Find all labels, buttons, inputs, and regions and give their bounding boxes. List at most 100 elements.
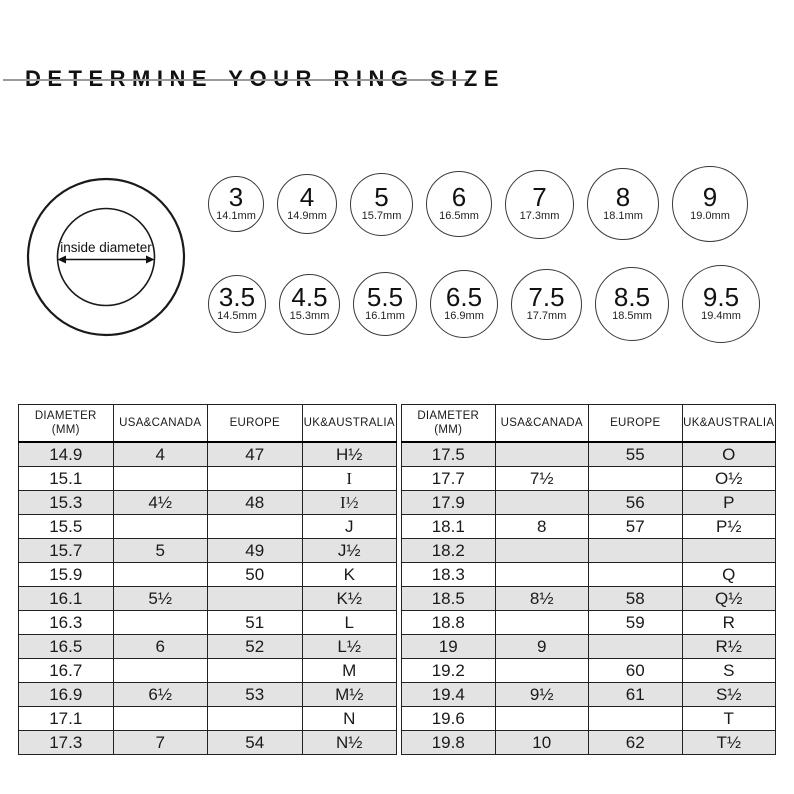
table-cell: 53 xyxy=(207,682,303,707)
table-cell: 18.3 xyxy=(401,562,496,587)
table-row: 17.3 7 54 N½ xyxy=(18,730,397,755)
size-circle-7.5: 7.5 17.7mm xyxy=(511,268,582,340)
table-cell: N½ xyxy=(301,730,397,755)
table-cell xyxy=(588,466,683,491)
title-underline xyxy=(3,79,468,81)
table-cell: K xyxy=(301,562,397,587)
size-circle-4.5: 4.5 15.3mm xyxy=(279,273,340,335)
table-cell: 8 xyxy=(494,514,589,539)
table-row: 19.2 60 S xyxy=(401,658,776,683)
table-row: 18.1 8 57 P½ xyxy=(401,514,776,539)
table-cell: 16.1 xyxy=(18,586,114,611)
size-circle-5.5: 5.5 16.1mm xyxy=(353,272,417,336)
us-size-label: 3 xyxy=(228,182,244,212)
table-cell xyxy=(494,562,589,587)
inside-diameter-label: inside diameter xyxy=(60,240,152,255)
table-cell: M½ xyxy=(301,682,397,707)
us-size-label: 4.5 xyxy=(291,282,328,312)
table-cell xyxy=(207,466,303,491)
table-cell xyxy=(112,466,208,491)
table-cell xyxy=(207,706,303,731)
us-size-label: 8 xyxy=(615,182,631,212)
table-cell: 59 xyxy=(588,610,683,635)
table-cell: 15.7 xyxy=(18,538,114,563)
table-row: 16.3 51 L xyxy=(18,610,397,635)
table-cell xyxy=(588,634,683,659)
column-header: DIAMETER (MM) xyxy=(18,404,114,443)
size-circles-row-half: 3.5 14.5mm 4.5 15.3mm 5.5 16.1mm 6.5 16.9mm 7.5 1… xyxy=(208,262,760,346)
table-cell: 62 xyxy=(588,730,683,755)
us-size-label: 9 xyxy=(702,182,718,212)
table-cell: 15.5 xyxy=(18,514,114,539)
size-circle-3.5: 3.5 14.5mm xyxy=(208,275,266,333)
table-cell: 5 xyxy=(112,538,208,563)
table-cell: Q½ xyxy=(681,586,776,611)
table-cell xyxy=(588,562,683,587)
table-row: 16.7 M xyxy=(18,658,397,683)
table-cell xyxy=(494,658,589,683)
table-cell: 50 xyxy=(207,562,303,587)
us-size-label: 4 xyxy=(299,182,315,212)
table-cell: Q xyxy=(681,562,776,587)
size-circles-row-whole: 3 14.1mm 4 14.9mm 5 15.7mm 6 16.5mm 7 17.3mm 8 18.1… xyxy=(208,164,748,244)
table-cell: 18.8 xyxy=(401,610,496,635)
table-cell xyxy=(588,538,683,563)
table-cell: I½ xyxy=(301,490,397,515)
table-row: 18.8 59 R xyxy=(401,610,776,635)
table-cell: 8½ xyxy=(494,586,589,611)
diameter-mm-label: 17.7mm xyxy=(526,310,567,322)
table-cell xyxy=(112,610,208,635)
table-row: 17.5 55 O xyxy=(401,441,776,467)
table-cell: 16.5 xyxy=(18,634,114,659)
column-header: UK&AUSTRALIA xyxy=(681,404,776,443)
table-cell: 16.7 xyxy=(18,658,114,683)
table-cell: I xyxy=(301,466,397,491)
table-row: 19.4 9½ 61 S½ xyxy=(401,682,776,707)
table-cell: 49 xyxy=(207,538,303,563)
column-header: EUROPE xyxy=(207,404,303,443)
table-row: 18.3 Q xyxy=(401,562,776,587)
table-cell: 17.1 xyxy=(18,706,114,731)
table-row: 18.2 xyxy=(401,538,776,563)
diameter-mm-label: 14.5mm xyxy=(217,310,257,322)
table-cell: 6 xyxy=(112,634,208,659)
table-cell: 18.2 xyxy=(401,538,496,563)
table-cell: 16.3 xyxy=(18,610,114,635)
us-size-label: 3.5 xyxy=(218,282,256,312)
table-cell: N xyxy=(301,706,397,731)
us-size-label: 7 xyxy=(532,182,547,212)
diameter-mm-label: 17.3mm xyxy=(519,210,560,222)
diameter-arrow-icon xyxy=(57,255,155,264)
table-cell xyxy=(494,706,589,731)
table-cell: O½ xyxy=(681,466,776,491)
table-cell: 9 xyxy=(494,634,589,659)
table-cell xyxy=(681,538,776,563)
us-size-label: 7.5 xyxy=(528,282,565,312)
table-cell: 7 xyxy=(112,730,208,755)
size-circle-7: 7 17.3mm xyxy=(505,169,574,239)
diameter-mm-label: 19.0mm xyxy=(690,210,730,222)
size-circle-4: 4 14.9mm xyxy=(277,174,337,234)
table-cell: 57 xyxy=(588,514,683,539)
table-cell: 16.9 xyxy=(18,682,114,707)
table-row: 15.7 5 49 J½ xyxy=(18,538,397,563)
table-cell: S½ xyxy=(681,682,776,707)
column-header: USA&CANADA xyxy=(112,404,208,443)
table-cell: 47 xyxy=(207,441,303,467)
table-row: 19.6 T xyxy=(401,706,776,731)
table-cell: 60 xyxy=(588,658,683,683)
size-circle-9: 9 19.0mm xyxy=(672,166,748,242)
column-header: EUROPE xyxy=(588,404,683,443)
size-circle-5: 5 15.7mm xyxy=(350,172,413,236)
table-row: 19.8 10 62 T½ xyxy=(401,730,776,755)
ring-outer-circle xyxy=(26,177,186,337)
size-circle-9.5: 9.5 19.4mm xyxy=(682,265,760,343)
table-cell: K½ xyxy=(301,586,397,611)
table-cell: 19.2 xyxy=(401,658,496,683)
diameter-mm-label: 15.7mm xyxy=(361,210,402,222)
table-cell: 14.9 xyxy=(18,441,114,467)
table-cell: 18.5 xyxy=(401,586,496,611)
diameter-mm-label: 18.1mm xyxy=(603,210,643,222)
table-cell: L xyxy=(301,610,397,635)
table-cell: 4 xyxy=(112,441,208,467)
